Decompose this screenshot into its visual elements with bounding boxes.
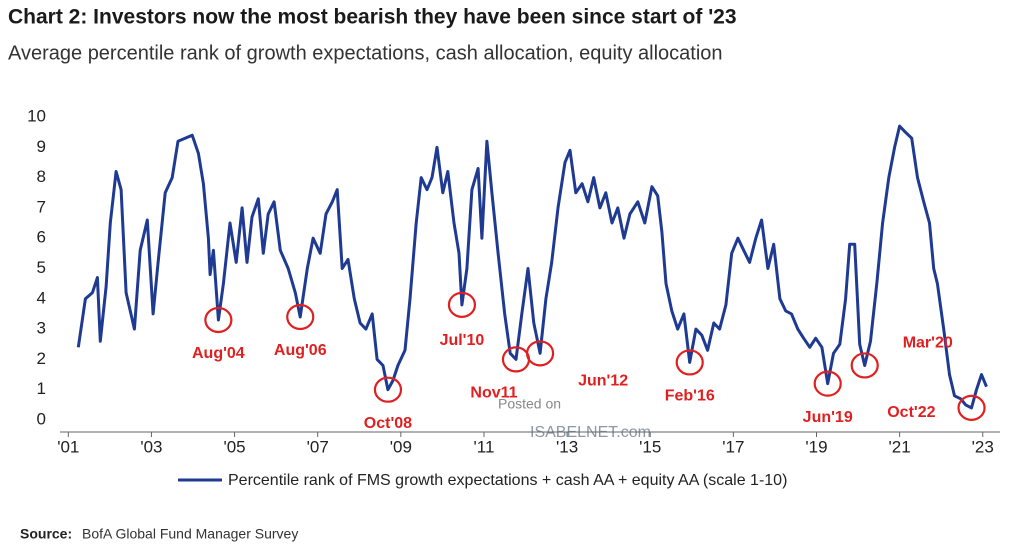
x-tick-label: '11 — [474, 437, 495, 456]
annotation-label: Feb'16 — [665, 388, 715, 405]
annotation-circle — [957, 394, 986, 421]
annotation-label: Mar'20 — [903, 335, 953, 352]
y-tick-label: 1 — [37, 379, 46, 398]
annotation-label: Jun'19 — [803, 409, 853, 426]
y-tick-label: 3 — [37, 319, 46, 338]
annotation-circle — [286, 303, 315, 331]
y-tick-label: 10 — [27, 106, 46, 125]
series-line — [76, 124, 988, 410]
annotation-circle — [675, 349, 704, 376]
annotation-circle — [813, 370, 842, 397]
y-tick-label: 4 — [37, 288, 46, 307]
x-tick-label: '13 — [556, 437, 578, 456]
y-tick-label: 8 — [37, 167, 46, 186]
y-tick-label: 7 — [37, 197, 46, 216]
source-label: Source: — [20, 526, 72, 542]
x-tick-label: '21 — [889, 437, 911, 456]
chart-title: Chart 2: Investors now the most bearish … — [8, 6, 737, 29]
y-tick-label: 5 — [37, 258, 46, 277]
x-tick-label: '09 — [390, 437, 412, 456]
source: BofA Global Fund Manager Survey — [82, 526, 298, 542]
x-tick-label: '19 — [805, 437, 827, 456]
x-tick-label: '05 — [223, 437, 245, 456]
annotation-label: Jul'10 — [440, 332, 485, 349]
x-tick-label: '23 — [972, 437, 994, 456]
y-tick-label: 6 — [37, 228, 46, 247]
x-tick-label: '07 — [307, 437, 329, 456]
chart-subtitle: Average percentile rank of growth expect… — [8, 42, 723, 64]
y-tick-label: 2 — [37, 349, 46, 368]
y-tick-label: 0 — [37, 409, 46, 428]
annotation-label: Nov11 — [470, 385, 517, 402]
annotation-circle — [525, 340, 555, 367]
annotation-label: Oct'22 — [887, 404, 935, 421]
legend-label: Percentile rank of FMS growth expectatio… — [228, 472, 787, 489]
annotation-label: Aug'04 — [192, 345, 245, 362]
annotation-label: Oct'08 — [364, 415, 412, 432]
watermark: Posted on — [498, 396, 561, 412]
watermark: ISABELNET.com — [530, 424, 651, 441]
x-tick-label: '03 — [140, 437, 162, 456]
annotation-circle — [447, 291, 477, 318]
annotation-label: Aug'06 — [274, 342, 327, 359]
x-tick-label: '15 — [639, 437, 661, 456]
annotation-circle — [850, 352, 879, 379]
x-tick-label: '17 — [722, 437, 744, 456]
x-tick-label: '01 — [57, 437, 79, 456]
y-tick-label: 9 — [37, 137, 46, 156]
annotation-circle — [373, 376, 403, 403]
annotation-label: Jun'12 — [578, 373, 628, 390]
annotation-circle — [204, 306, 233, 334]
